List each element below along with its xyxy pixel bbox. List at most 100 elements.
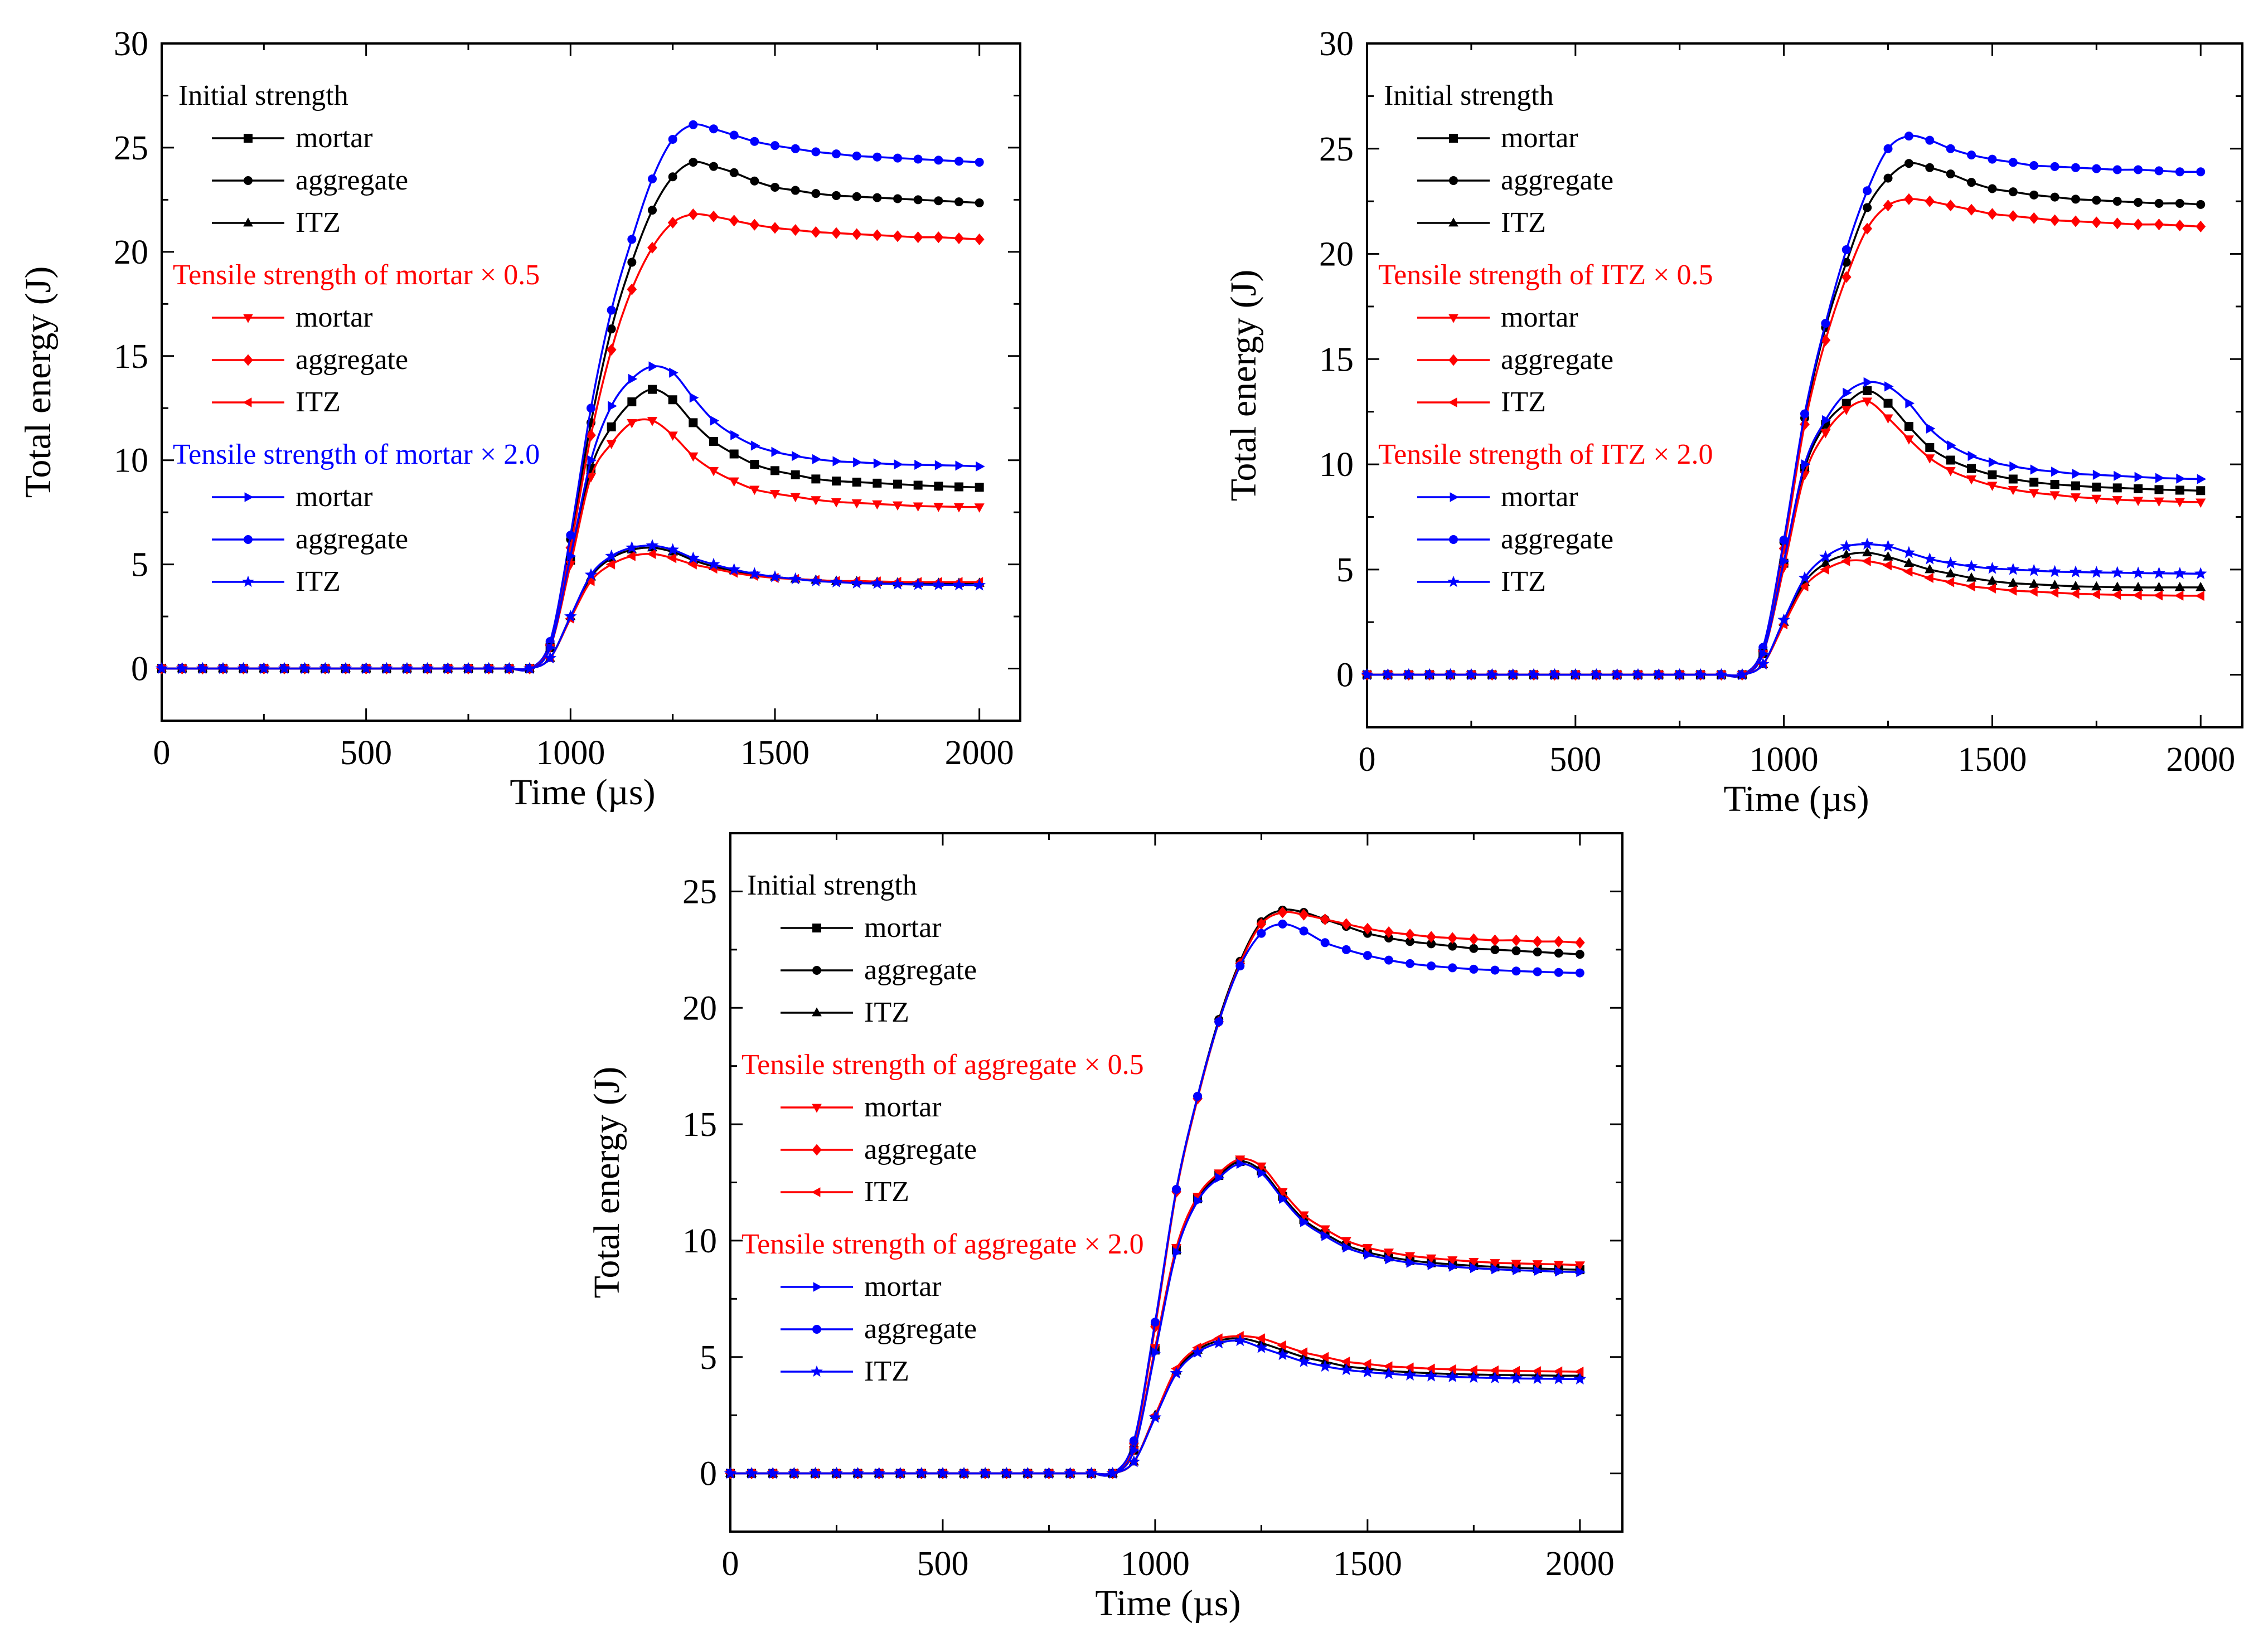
data-point <box>1883 200 1893 212</box>
data-point <box>914 459 924 470</box>
data-point <box>648 361 658 372</box>
data-point <box>1531 1372 1544 1384</box>
data-point <box>1448 941 1457 951</box>
legend-marker <box>812 1007 822 1017</box>
data-point <box>1966 581 1975 592</box>
data-point <box>2175 167 2184 177</box>
data-point <box>1402 668 1416 681</box>
legend-entry-label: mortar <box>1501 122 1578 154</box>
data-point <box>913 231 923 244</box>
data-point <box>2050 479 2059 489</box>
data-point <box>873 458 883 469</box>
data-point <box>770 183 780 192</box>
data-point <box>707 557 720 570</box>
legend-marker <box>812 924 821 932</box>
data-point <box>853 457 862 468</box>
data-point <box>462 662 475 674</box>
data-point <box>729 449 739 459</box>
data-point <box>2030 464 2040 475</box>
data-point <box>686 551 700 564</box>
data-point <box>891 577 904 590</box>
data-point <box>2174 590 2184 601</box>
data-point <box>400 662 414 674</box>
data-point <box>709 437 718 446</box>
data-point <box>1320 938 1330 948</box>
series-line <box>1367 390 2201 678</box>
data-point <box>749 485 760 495</box>
data-point <box>729 477 739 487</box>
data-point <box>1341 945 1351 954</box>
data-point <box>1986 562 1999 574</box>
data-point <box>2029 478 2039 487</box>
data-point <box>2194 567 2207 580</box>
legend-entry-label: mortar <box>295 302 373 333</box>
data-point <box>1820 429 1831 439</box>
legend-entry-label: aggregate <box>1501 344 1613 376</box>
data-point <box>1384 926 1394 939</box>
data-point <box>811 226 821 238</box>
data-point <box>1172 1247 1183 1257</box>
data-point <box>627 419 637 429</box>
data-point <box>1988 184 1997 193</box>
data-point <box>934 460 944 470</box>
data-point <box>1925 195 1935 207</box>
data-point <box>932 578 945 590</box>
data-point <box>1819 550 1832 562</box>
series-3 <box>1363 386 2206 679</box>
data-point <box>1988 470 1997 479</box>
data-point <box>1490 965 1500 975</box>
data-point <box>873 152 882 162</box>
data-point <box>1426 1254 1437 1264</box>
data-point <box>1575 968 1584 978</box>
data-point <box>975 483 984 492</box>
legend-group-title: Initial strength <box>1384 80 1554 111</box>
data-point <box>2176 473 2185 484</box>
data-point <box>791 144 800 153</box>
data-point <box>973 579 986 591</box>
data-point <box>647 241 657 254</box>
data-point <box>1362 1243 1373 1253</box>
data-point <box>1862 547 1873 557</box>
data-point <box>1759 648 1769 659</box>
data-point <box>1926 423 1936 434</box>
data-point <box>2051 467 2061 477</box>
data-point <box>1214 1017 1224 1027</box>
data-point <box>1883 414 1893 424</box>
data-point <box>360 662 373 674</box>
data-point <box>1127 1455 1141 1468</box>
data-point <box>913 480 923 490</box>
data-point <box>912 578 925 590</box>
data-point <box>1965 560 1978 572</box>
data-point <box>667 553 677 563</box>
data-point <box>2091 216 2102 229</box>
data-point <box>1340 1357 1350 1367</box>
legend-entry-label: ITZ <box>295 566 341 597</box>
data-point <box>523 662 536 674</box>
data-point <box>646 548 656 560</box>
data-point <box>2008 577 2018 587</box>
data-point <box>1000 1466 1013 1479</box>
data-point <box>955 460 965 471</box>
legend-entry-label: mortar <box>1501 302 1578 333</box>
data-point <box>1862 397 1873 407</box>
data-point <box>1298 1211 1309 1221</box>
data-point <box>2049 587 2059 598</box>
data-point <box>1490 1259 1500 1269</box>
data-point <box>2112 496 2122 506</box>
data-point <box>1945 200 1956 212</box>
data-point <box>2071 215 2081 227</box>
data-point <box>790 224 801 236</box>
data-point <box>1840 540 1853 552</box>
data-point <box>627 257 637 267</box>
data-point <box>625 541 638 553</box>
data-point <box>749 218 760 231</box>
data-point <box>729 130 739 140</box>
data-point <box>1364 1249 1373 1260</box>
data-point <box>1151 1347 1161 1358</box>
data-point <box>974 233 985 245</box>
data-point <box>710 415 720 426</box>
data-point <box>668 395 677 405</box>
data-point <box>1405 929 1415 941</box>
series-0 <box>1362 159 2206 679</box>
